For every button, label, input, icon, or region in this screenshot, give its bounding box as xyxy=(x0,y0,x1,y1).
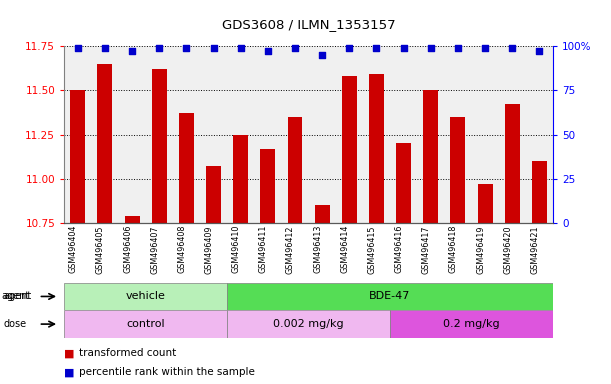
Bar xyxy=(125,216,139,223)
Text: GSM496413: GSM496413 xyxy=(313,225,322,273)
Text: GSM496404: GSM496404 xyxy=(68,225,78,273)
Bar xyxy=(260,149,276,223)
Point xyxy=(181,45,191,51)
Text: dose: dose xyxy=(3,319,26,329)
Text: GSM496411: GSM496411 xyxy=(259,225,268,273)
Text: agent: agent xyxy=(1,291,29,301)
Bar xyxy=(423,90,438,223)
Text: ■: ■ xyxy=(64,367,75,377)
Bar xyxy=(342,76,357,223)
Point xyxy=(208,45,218,51)
Point xyxy=(100,45,110,51)
Text: GDS3608 / ILMN_1353157: GDS3608 / ILMN_1353157 xyxy=(222,18,395,31)
Text: GSM496419: GSM496419 xyxy=(476,225,485,273)
Text: GSM496409: GSM496409 xyxy=(205,225,213,273)
Bar xyxy=(227,283,553,310)
Text: transformed count: transformed count xyxy=(79,348,177,358)
Point xyxy=(535,48,544,55)
Point xyxy=(480,45,490,51)
Bar xyxy=(315,205,329,223)
Point xyxy=(345,45,354,51)
Bar xyxy=(288,117,302,223)
Bar xyxy=(70,90,85,223)
Point xyxy=(426,45,436,51)
Point xyxy=(73,45,82,51)
Text: GSM496407: GSM496407 xyxy=(150,225,159,273)
Point xyxy=(317,52,327,58)
Bar xyxy=(233,135,248,223)
Bar xyxy=(532,161,547,223)
Text: 0.2 mg/kg: 0.2 mg/kg xyxy=(443,319,500,329)
Text: agent: agent xyxy=(3,291,31,301)
Text: 0.002 mg/kg: 0.002 mg/kg xyxy=(273,319,344,329)
Point xyxy=(236,45,246,51)
Point xyxy=(127,48,137,55)
Text: GSM496415: GSM496415 xyxy=(367,225,376,273)
Bar xyxy=(179,113,194,223)
Text: GSM496408: GSM496408 xyxy=(177,225,186,273)
Text: vehicle: vehicle xyxy=(126,291,166,301)
Bar xyxy=(450,117,466,223)
Point xyxy=(371,45,381,51)
Text: GSM496417: GSM496417 xyxy=(422,225,431,273)
Bar xyxy=(369,74,384,223)
Text: GSM496414: GSM496414 xyxy=(340,225,349,273)
Text: GSM496418: GSM496418 xyxy=(449,225,458,273)
Text: GSM496406: GSM496406 xyxy=(123,225,132,273)
Point xyxy=(507,45,517,51)
Text: GSM496416: GSM496416 xyxy=(395,225,404,273)
Bar xyxy=(478,184,492,223)
Bar xyxy=(97,64,112,223)
Bar xyxy=(227,310,390,338)
Text: percentile rank within the sample: percentile rank within the sample xyxy=(79,367,255,377)
Bar xyxy=(396,144,411,223)
Point xyxy=(453,45,463,51)
Text: control: control xyxy=(126,319,165,329)
Text: BDE-47: BDE-47 xyxy=(369,291,411,301)
Text: GSM496405: GSM496405 xyxy=(96,225,105,273)
Text: GSM496412: GSM496412 xyxy=(286,225,295,273)
Text: GSM496410: GSM496410 xyxy=(232,225,241,273)
Text: GSM496420: GSM496420 xyxy=(503,225,512,273)
Bar xyxy=(64,283,227,310)
Point xyxy=(155,45,164,51)
Point xyxy=(263,48,273,55)
Bar xyxy=(505,104,520,223)
Bar xyxy=(152,69,167,223)
Bar xyxy=(390,310,553,338)
Bar xyxy=(64,310,227,338)
Text: GSM496421: GSM496421 xyxy=(530,225,540,273)
Point xyxy=(399,45,409,51)
Bar xyxy=(206,166,221,223)
Text: ■: ■ xyxy=(64,348,75,358)
Point xyxy=(290,45,300,51)
